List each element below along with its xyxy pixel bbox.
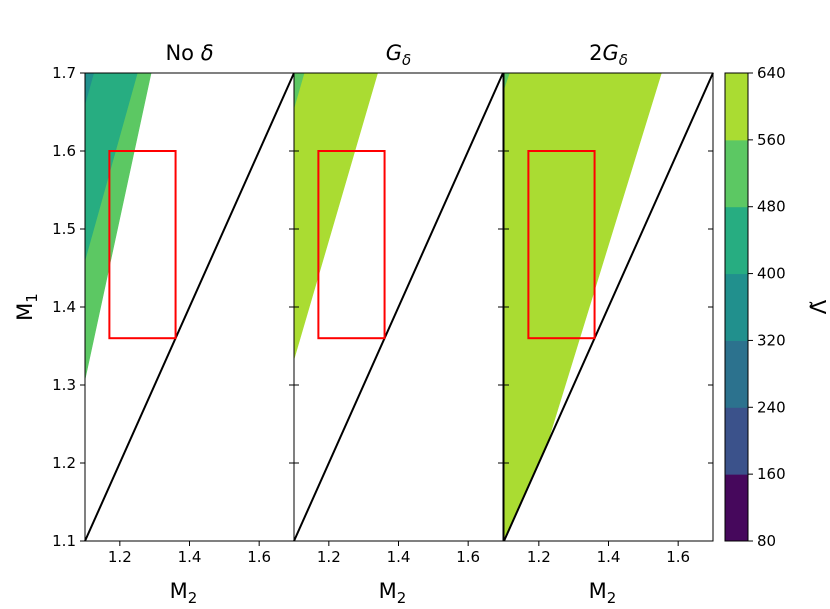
y-tick-label: 1.2	[52, 454, 76, 472]
panel-1: 1.2 1.4 1.6 M2 No δ	[84, 41, 295, 607]
region-rectangle	[108, 150, 177, 340]
y-axis-label-subscript: 1	[23, 293, 41, 303]
y-axis: 1.1 1.2 1.3 1.4 1.5 1.6 1.7 M1	[13, 64, 85, 550]
colorbar-tick-label: 160	[757, 465, 786, 483]
x-tick-label: 1.2	[527, 548, 551, 566]
contour-fills	[85, 73, 152, 380]
equal-mass-line	[503, 72, 714, 542]
contour-band-480	[85, 73, 152, 380]
y-tick-label: 1.3	[52, 376, 76, 394]
contour-band-480	[294, 73, 305, 109]
x-tick-label: 1.6	[247, 548, 271, 566]
x-tick-label: 1.6	[456, 548, 480, 566]
region-rectangle	[317, 150, 386, 340]
panel-title-subscript: δ	[619, 51, 628, 69]
x-axis-label: M2	[170, 579, 198, 607]
colorbar-segment-240	[725, 340, 748, 408]
colorbar-segment-320	[725, 273, 748, 341]
colorbar-tick-label: 400	[757, 265, 786, 283]
colorbar-tick-label: 80	[757, 532, 776, 550]
y-tick-label: 1.4	[52, 298, 76, 316]
x-tick-label: 1.6	[666, 548, 690, 566]
colorbar: 80 160 240 320 400 480 560 640 Λ̃	[724, 64, 830, 550]
panel-title: 2Gδ	[589, 41, 628, 69]
contour-band-560	[294, 73, 378, 360]
x-axis-label-subscript: 2	[397, 589, 407, 607]
panel-title-symbol: G	[386, 41, 402, 65]
x-tick-label: 1.2	[317, 548, 341, 566]
x-axis-label: M2	[589, 579, 617, 607]
y-tick-label: 1.7	[52, 64, 76, 82]
y-tick-label: 1.6	[52, 142, 76, 160]
x-tick-label: 1.4	[597, 548, 621, 566]
x-tick-label: 1.2	[108, 548, 132, 566]
panel-title-text: No	[165, 41, 200, 65]
x-tick-label: 1.4	[387, 548, 411, 566]
equal-mass-line	[84, 72, 295, 542]
x-axis-label: M2	[379, 579, 407, 607]
colorbar-segment-560	[725, 73, 748, 141]
colorbar-tick-label: 320	[757, 331, 786, 349]
colorbar-tick-label: 480	[757, 198, 786, 216]
colorbar-segment-400	[725, 206, 748, 275]
y-tick-label: 1.1	[52, 532, 76, 550]
x-axis-label-subscript: 2	[607, 589, 617, 607]
contour-band-480	[504, 73, 510, 89]
y-axis-label: M1	[13, 293, 41, 321]
y-tick-label: 1.5	[52, 220, 76, 238]
colorbar-tick-label: 640	[757, 64, 786, 82]
panel-2: 1.2 1.4 1.6 M2 Gδ	[293, 41, 504, 607]
panel-title-text: 2	[589, 41, 602, 65]
panel-title: Gδ	[386, 41, 411, 69]
equal-mass-line	[293, 72, 504, 542]
panel-title-subscript: δ	[402, 51, 411, 69]
colorbar-label: Λ̃	[807, 299, 830, 314]
colorbar-frame	[724, 72, 749, 542]
panel-title-symbol: δ	[201, 41, 214, 65]
contour-fills	[294, 73, 378, 360]
panel-title: No δ	[165, 41, 213, 65]
colorbar-segment-480	[725, 139, 748, 208]
colorbar-tick-label: 560	[757, 131, 786, 149]
region-rectangle	[527, 150, 596, 340]
x-axis-label-subscript: 2	[188, 589, 198, 607]
contour-band-320	[85, 73, 95, 105]
colorbar-segment-80	[725, 474, 748, 542]
x-tick-label: 1.4	[178, 548, 202, 566]
contour-band-400	[85, 73, 138, 261]
panel-title-symbol: G	[602, 41, 618, 65]
colorbar-tick-label: 240	[757, 398, 786, 416]
colorbar-segment-160	[725, 407, 748, 475]
